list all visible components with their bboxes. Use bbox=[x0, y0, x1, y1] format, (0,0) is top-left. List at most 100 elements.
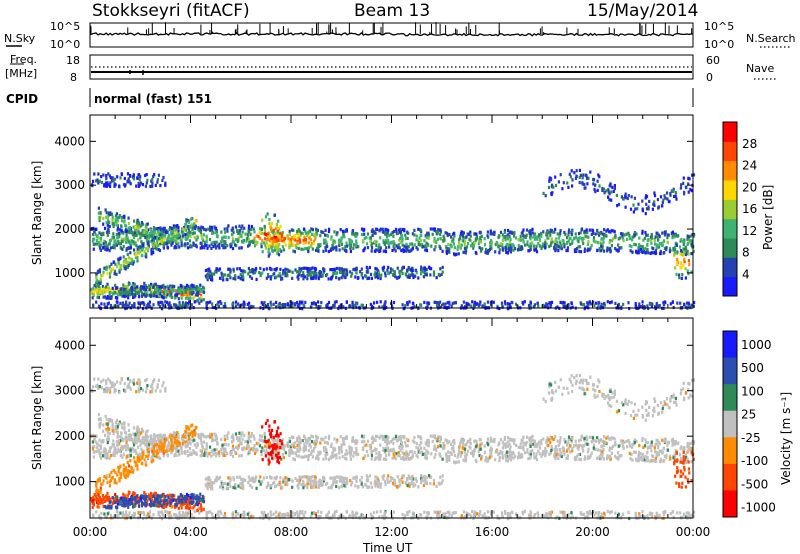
velocity-cell bbox=[596, 448, 600, 452]
power-cell bbox=[423, 270, 426, 274]
velocity-cell bbox=[601, 451, 604, 456]
power-cell bbox=[503, 300, 507, 304]
power-cell bbox=[246, 233, 249, 237]
power-cell bbox=[114, 218, 117, 222]
velocity-cell bbox=[614, 454, 617, 458]
power-cell bbox=[360, 227, 364, 231]
velocity-cell bbox=[92, 455, 95, 459]
power-cell bbox=[355, 231, 358, 236]
power-cell bbox=[511, 231, 514, 235]
power-cell bbox=[137, 238, 140, 242]
power-cell bbox=[310, 227, 313, 231]
power-cell bbox=[349, 246, 352, 250]
velocity-cell bbox=[586, 450, 590, 454]
power-cell bbox=[551, 240, 554, 244]
power-cell bbox=[422, 275, 425, 279]
velocity-cell bbox=[195, 445, 198, 449]
power-cell bbox=[310, 241, 313, 246]
power-cell bbox=[312, 239, 316, 243]
power-cell bbox=[545, 233, 548, 237]
power-cell bbox=[585, 305, 588, 309]
velocity-cell bbox=[666, 440, 669, 444]
power-cell bbox=[111, 219, 114, 223]
power-cell bbox=[442, 239, 445, 243]
power-cell bbox=[650, 305, 653, 309]
power-cell bbox=[581, 182, 584, 186]
power-cell bbox=[244, 270, 247, 274]
power-cell bbox=[558, 233, 561, 238]
power-cell bbox=[597, 173, 600, 177]
velocity-cell bbox=[109, 454, 112, 458]
power-cell bbox=[95, 279, 98, 283]
power-cell bbox=[310, 232, 313, 236]
power-cell bbox=[210, 275, 214, 279]
power-cell bbox=[280, 232, 283, 236]
power-cell bbox=[557, 249, 560, 253]
velocity-cell bbox=[126, 445, 129, 449]
velocity-cell bbox=[298, 440, 301, 444]
velocity-cell bbox=[458, 444, 462, 448]
power-cell bbox=[176, 237, 179, 241]
power-cell bbox=[357, 276, 360, 280]
velocity-cell bbox=[385, 448, 388, 452]
power-cell bbox=[262, 268, 265, 272]
power-cell bbox=[164, 182, 167, 186]
power-cell bbox=[671, 189, 674, 194]
power-cell bbox=[446, 301, 449, 305]
velocity-cell bbox=[548, 452, 551, 456]
power-cell bbox=[406, 230, 409, 234]
power-cell bbox=[575, 236, 578, 240]
power-cell bbox=[252, 227, 255, 231]
velocity-cell bbox=[352, 454, 355, 458]
power-cell bbox=[99, 307, 102, 311]
power-cell bbox=[432, 227, 435, 231]
power-cell bbox=[132, 235, 136, 239]
power-cell bbox=[154, 229, 157, 233]
power-cell bbox=[95, 275, 98, 279]
velocity-cell bbox=[247, 452, 250, 456]
power-cell bbox=[258, 231, 261, 235]
velocity-cell bbox=[260, 452, 263, 457]
power-cell bbox=[273, 272, 276, 276]
velocity-cell bbox=[309, 445, 312, 449]
power-cell bbox=[632, 203, 635, 207]
power-cell bbox=[136, 218, 139, 222]
velocity-cell bbox=[348, 445, 351, 449]
velocity-cell bbox=[689, 441, 692, 446]
power-cell bbox=[157, 248, 160, 252]
power-cell bbox=[328, 227, 331, 231]
velocity-cell bbox=[560, 454, 563, 459]
power-cell bbox=[225, 277, 228, 281]
power-cell bbox=[261, 238, 264, 243]
power-cell bbox=[111, 222, 114, 226]
power-cell bbox=[235, 244, 238, 248]
power-cell bbox=[660, 241, 663, 245]
power-cell bbox=[113, 182, 116, 186]
power-cell bbox=[685, 248, 688, 252]
power-cell bbox=[145, 288, 148, 292]
power-cell bbox=[341, 229, 345, 233]
velocity-cell bbox=[310, 434, 313, 438]
power-cell bbox=[661, 200, 664, 204]
power-cell bbox=[278, 253, 281, 257]
power-cell bbox=[569, 175, 572, 179]
power-cell bbox=[277, 274, 280, 278]
power-cell bbox=[317, 244, 321, 249]
power-cell bbox=[271, 248, 274, 252]
power-cell bbox=[268, 238, 271, 242]
power-cell bbox=[156, 180, 159, 184]
power-cell bbox=[114, 214, 117, 218]
power-cell bbox=[204, 274, 207, 278]
power-cell bbox=[192, 285, 195, 289]
power-cell bbox=[199, 246, 202, 250]
velocity-cell bbox=[537, 442, 540, 446]
power-cell bbox=[211, 231, 214, 235]
power-cell bbox=[601, 232, 604, 236]
power-cell bbox=[173, 285, 176, 289]
power-cell bbox=[178, 301, 181, 305]
velocity-cell bbox=[646, 450, 649, 454]
velocity-cell bbox=[643, 457, 646, 462]
velocity-cell bbox=[457, 460, 460, 464]
power-cell bbox=[606, 249, 609, 253]
